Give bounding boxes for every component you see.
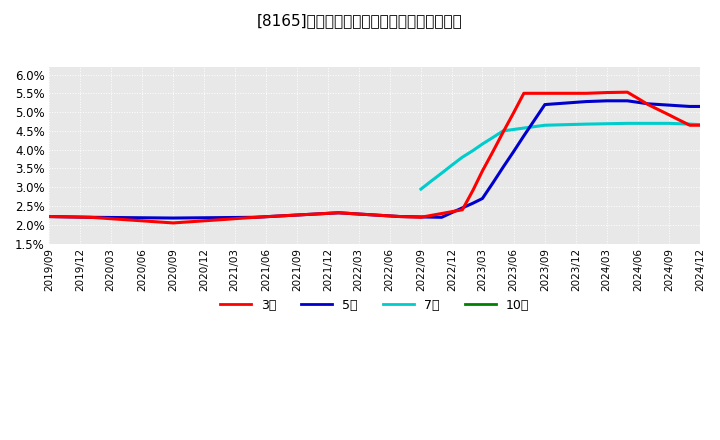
Legend: 3年, 5年, 7年, 10年: 3年, 5年, 7年, 10年 xyxy=(215,294,534,317)
Text: [8165]　経常利益マージンの標準偏差の推移: [8165] 経常利益マージンの標準偏差の推移 xyxy=(257,13,463,28)
